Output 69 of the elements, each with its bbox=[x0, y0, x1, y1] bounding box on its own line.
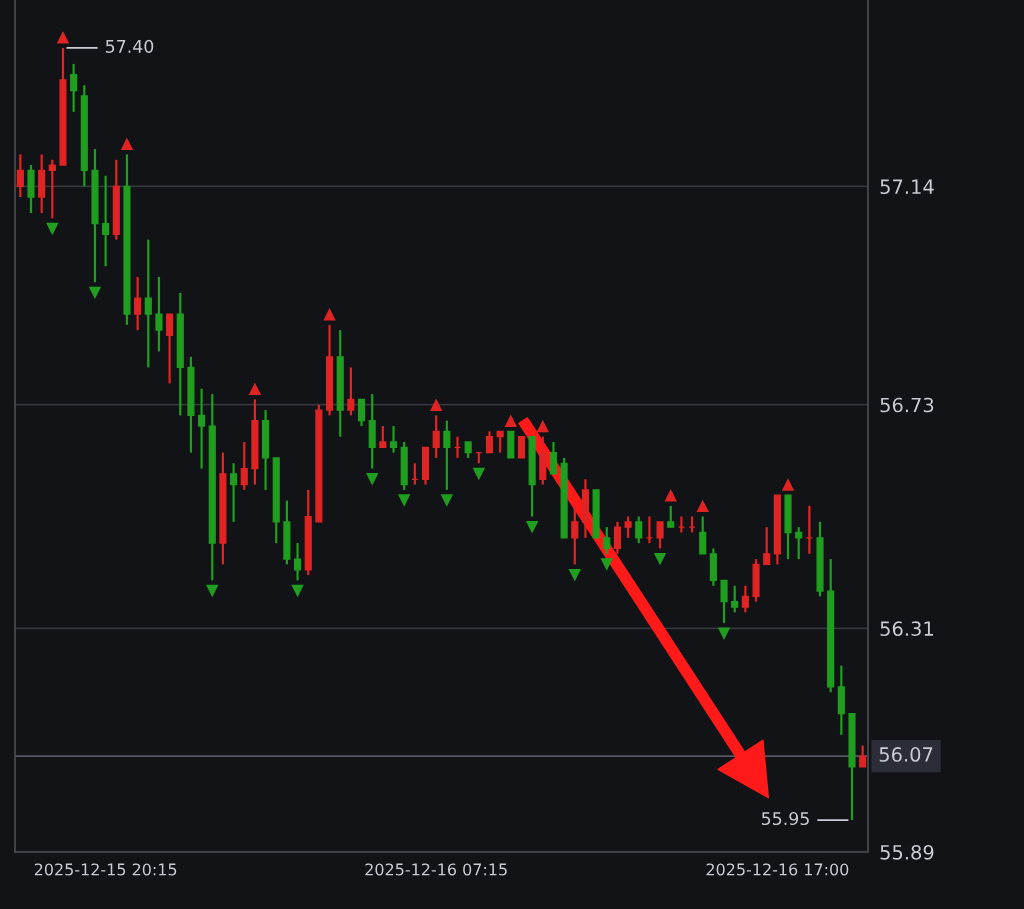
x-tick-label: 2025-12-16 17:00 bbox=[706, 863, 849, 876]
candlestick bbox=[16, 153, 24, 199]
point bbox=[46, 222, 59, 236]
candlestick bbox=[379, 424, 387, 449]
point bbox=[504, 414, 518, 427]
candlestick bbox=[102, 174, 110, 268]
candlestick bbox=[70, 62, 78, 113]
annotation: 57.40 bbox=[105, 39, 154, 53]
candlestick bbox=[357, 398, 366, 428]
point bbox=[248, 382, 262, 395]
candlestick bbox=[720, 579, 728, 625]
point bbox=[323, 307, 336, 321]
candlestick bbox=[496, 430, 504, 454]
candlestick bbox=[667, 504, 675, 529]
point bbox=[429, 398, 443, 411]
candlestick bbox=[699, 515, 707, 555]
candlestick bbox=[763, 526, 771, 566]
candlestick bbox=[347, 366, 355, 417]
candlestick bbox=[155, 275, 163, 353]
x-tick-label: 2025-12-15 20:15 bbox=[34, 863, 177, 876]
candlestick bbox=[144, 238, 152, 369]
point bbox=[568, 568, 581, 582]
candlestick bbox=[48, 158, 56, 220]
y-tick-label: 56.31 bbox=[880, 621, 933, 637]
point bbox=[600, 558, 613, 571]
candlestick bbox=[293, 542, 302, 582]
point bbox=[365, 473, 379, 486]
point bbox=[397, 494, 411, 507]
point bbox=[472, 467, 486, 481]
annotation: 55.95 bbox=[761, 811, 809, 826]
candlestick bbox=[230, 462, 238, 523]
point bbox=[653, 552, 667, 566]
y-tick-label: 55.89 bbox=[880, 844, 934, 860]
point bbox=[206, 584, 219, 598]
candlestick bbox=[517, 436, 526, 459]
candlestick bbox=[731, 584, 739, 614]
point bbox=[536, 419, 549, 433]
candlestick bbox=[741, 584, 749, 614]
candlestick bbox=[635, 515, 643, 545]
point bbox=[120, 137, 134, 150]
x-tick-label: 2025-12-16 07:15 bbox=[365, 863, 507, 876]
candlestick bbox=[198, 387, 206, 470]
candlestick bbox=[656, 520, 664, 550]
candlestick bbox=[549, 440, 558, 476]
candlestick bbox=[485, 430, 494, 454]
point bbox=[696, 499, 709, 513]
y-tick-label: 57.14 bbox=[880, 179, 934, 195]
point bbox=[717, 627, 731, 640]
candlestick bbox=[795, 526, 803, 561]
candlestick bbox=[240, 440, 248, 492]
point bbox=[664, 489, 677, 502]
candlestick bbox=[432, 414, 440, 460]
point bbox=[440, 494, 454, 507]
candlestick bbox=[166, 313, 174, 385]
point bbox=[291, 584, 304, 598]
point bbox=[525, 520, 539, 534]
candlestick bbox=[859, 744, 867, 768]
point bbox=[781, 478, 795, 491]
candlestick bbox=[571, 504, 579, 566]
y-tick-label: 56.73 bbox=[880, 397, 934, 413]
candlestick bbox=[624, 515, 632, 539]
candlestick bbox=[613, 520, 621, 555]
ref-line-label: 56.07 bbox=[879, 747, 933, 762]
candlestick bbox=[443, 419, 451, 492]
candlestick bbox=[603, 526, 611, 555]
candlestick bbox=[389, 424, 398, 454]
point bbox=[56, 31, 70, 44]
point bbox=[88, 286, 102, 300]
candlestick bbox=[134, 275, 142, 332]
